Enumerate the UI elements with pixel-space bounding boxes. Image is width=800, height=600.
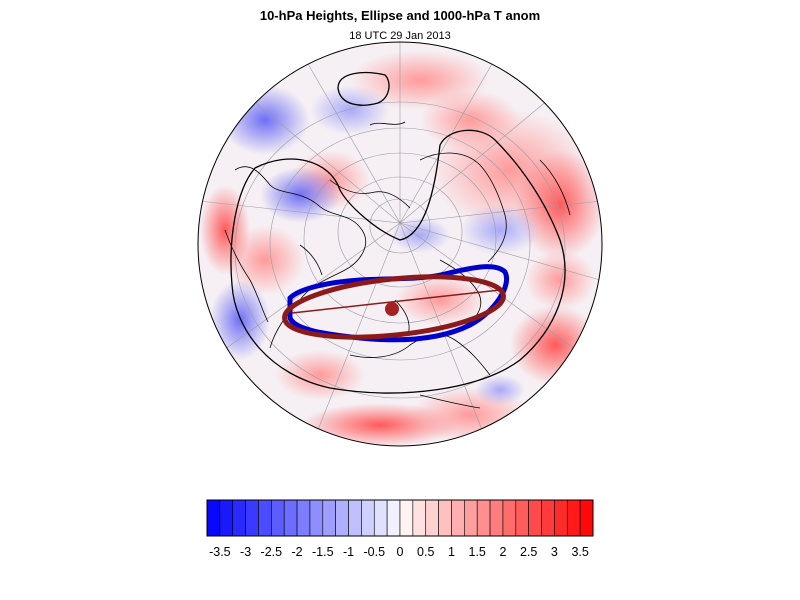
colorbar-box [489, 499, 504, 537]
colorbar-frame [206, 499, 594, 537]
colorbar-tick-label: -2 [292, 545, 303, 559]
colorbar-box [271, 499, 285, 537]
colorbar-box [283, 499, 298, 537]
colorbar-box [219, 499, 234, 537]
colorbar-box [296, 499, 311, 537]
colorbar-box [528, 499, 542, 537]
colorbar-tick-label: 0.5 [417, 545, 434, 559]
colorbar-box [412, 499, 427, 537]
colorbar-box [322, 499, 336, 537]
colorbar-box [464, 499, 478, 537]
colorbar-box [361, 499, 375, 537]
colorbar-tick-label: -1 [343, 545, 354, 559]
colorbar-box [245, 499, 259, 537]
colorbar-box [476, 499, 491, 537]
figure-title: 10-hPa Heights, Ellipse and 1000-hPa T a… [259, 8, 541, 23]
colorbar-box [348, 499, 362, 537]
colorbar-box [554, 499, 568, 537]
colorbar-box [399, 499, 414, 537]
height-contours [230, 72, 566, 394]
colorbar-tick-label: -1.5 [312, 545, 334, 559]
globe-outline [197, 41, 603, 447]
colorbar-box [579, 499, 594, 537]
colorbar-box [309, 499, 324, 537]
colorbar-tick-label: 1 [448, 545, 455, 559]
colorbar-box [425, 499, 439, 537]
colorbar-tick-label: -2.5 [261, 545, 283, 559]
colorbar-box [451, 499, 465, 537]
colorbar-tick-labels: -3.5 -3 -2.5 -2 -1.5 -1 -0.5 0 0.5 1 1.5 2 2.5 3 3.5 [209, 545, 589, 559]
colorbar-box [258, 499, 272, 537]
colorbar-box [386, 499, 401, 537]
colorbar-tick-label: 1.5 [469, 545, 486, 559]
colorbar-box [373, 499, 388, 537]
colorbar-box [335, 499, 349, 537]
colorbar-tick-label: -0.5 [363, 545, 385, 559]
vortex-ellipse [282, 274, 506, 340]
ellipse-center-marker [385, 302, 399, 316]
colorbar-box [566, 499, 581, 537]
colorbar-tick-label: -3 [240, 545, 251, 559]
colorbar-tick-label: -3.5 [209, 545, 231, 559]
colorbar-box [438, 499, 452, 537]
colorbar-boxes [206, 499, 594, 537]
colorbar-box [206, 499, 221, 537]
colorbar-box [502, 499, 517, 537]
colorbar-tick-label: 0 [397, 545, 404, 559]
figure-subtitle: 18 UTC 29 Jan 2013 [349, 30, 451, 42]
colorbar-tick-label: 2 [499, 545, 506, 559]
colorbar-tick-label: 3 [551, 545, 558, 559]
colorbar-tick-label: 2.5 [520, 545, 537, 559]
colorbar-tick-label: 3.5 [571, 545, 588, 559]
colorbar-box [541, 499, 555, 537]
colorbar-box [232, 499, 246, 537]
colorbar-box [515, 499, 529, 537]
